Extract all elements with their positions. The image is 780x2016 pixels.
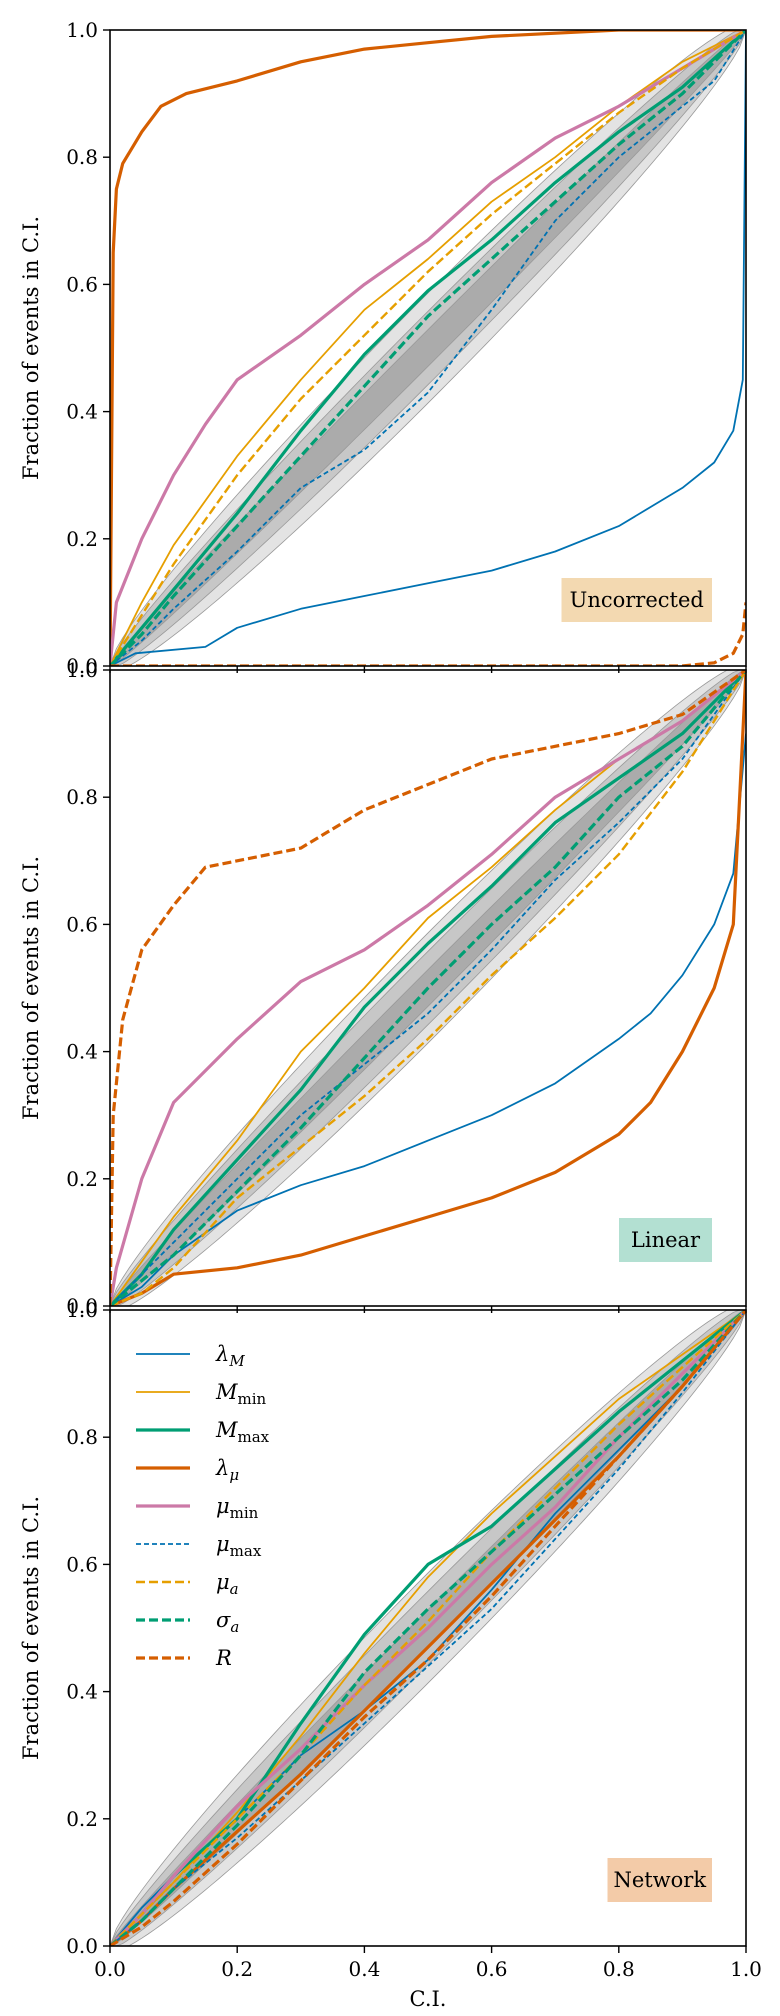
series-line xyxy=(110,1310,746,1946)
y-tick-label: 0.0 xyxy=(66,1934,98,1958)
panel-uncorrected: 0.0 0.2 0.4 0.6 0.8 1.0 Fraction of events in … xyxy=(19,18,747,678)
series-line xyxy=(110,670,746,1306)
panel-label-box xyxy=(607,1858,712,1902)
y-tick-label: 0.4 xyxy=(66,1040,98,1064)
y-tick-label: 1.0 xyxy=(66,658,98,682)
y-axis-label: Fraction of events in C.I. xyxy=(19,216,43,480)
y-tick-label: 1.0 xyxy=(66,18,98,42)
y-tick-label: 0.4 xyxy=(66,400,98,424)
y-axis-label: Fraction of events in C.I. xyxy=(19,856,43,1120)
series-line xyxy=(110,670,746,1306)
panel-label: Linear xyxy=(631,1228,701,1252)
series-line xyxy=(110,1310,746,1946)
y-tick-label: 0.8 xyxy=(66,1425,98,1449)
panel-network: 0.0 0.2 0.4 0.6 0.8 1.0 0.0 0.2 0.4 0.6 0.8 1.0 Frac… xyxy=(19,1298,762,2011)
y-tick-label: 0.0 xyxy=(66,1294,98,1318)
legend-label: Mmin xyxy=(215,1380,267,1408)
legend-label: μmax xyxy=(216,1532,262,1560)
legend-label: R xyxy=(215,1646,232,1670)
y-tick-label: 0.6 xyxy=(66,1552,98,1576)
x-axis-label: C.I. xyxy=(410,1987,447,2011)
series-line xyxy=(110,670,746,1306)
y-tick-label: 0.2 xyxy=(66,527,98,551)
legend-label: σa xyxy=(216,1608,239,1636)
series-line xyxy=(110,1310,746,1946)
confidence-band-2 xyxy=(110,30,746,666)
axes-frame xyxy=(109,1309,747,1947)
y-tick-label: 0.8 xyxy=(66,145,98,169)
confidence-band-1 xyxy=(110,30,746,666)
legend-label: μa xyxy=(216,1570,239,1598)
series-line xyxy=(110,670,746,1306)
y-tick-label: 0.2 xyxy=(66,1807,98,1831)
y-tick-label: 0.0 xyxy=(66,654,98,678)
legend-label: λμ xyxy=(215,1456,239,1484)
y-tick-label: 0.6 xyxy=(66,912,98,936)
series-line xyxy=(110,30,746,666)
series-line xyxy=(110,670,746,1306)
y-tick-label: 0.2 xyxy=(66,1167,98,1191)
legend-label: μmin xyxy=(216,1494,259,1522)
confidence-band-3 xyxy=(110,30,746,666)
y-tick-label: 0.6 xyxy=(66,272,98,296)
panel-label: Uncorrected xyxy=(570,588,704,612)
series-line xyxy=(110,30,746,666)
x-tick-label: 0.4 xyxy=(348,1957,380,1981)
y-tick-label: 0.4 xyxy=(66,1680,98,1704)
x-tick-label: 1.0 xyxy=(730,1957,762,1981)
axes-frame xyxy=(109,669,747,1307)
series-line xyxy=(110,30,746,666)
y-axis-label: Fraction of events in C.I. xyxy=(19,1496,43,1760)
series-line xyxy=(110,602,746,666)
series-line xyxy=(110,1310,746,1946)
x-tick-label: 0.2 xyxy=(221,1957,253,1981)
series-line xyxy=(110,30,746,666)
axes-frame xyxy=(109,29,747,667)
series-line xyxy=(110,670,746,1306)
series-line xyxy=(110,30,746,666)
panel-label-box xyxy=(561,578,712,622)
series-line xyxy=(110,30,746,666)
x-tick-label: 0.6 xyxy=(476,1957,508,1981)
series-line xyxy=(110,733,746,1306)
series-line xyxy=(110,670,746,1306)
x-tick-label: 0.8 xyxy=(603,1957,635,1981)
panel-label: Network xyxy=(613,1868,706,1892)
panel-linear: 0.0 0.2 0.4 0.6 0.8 1.0 Fraction of events in … xyxy=(19,658,747,1318)
x-tick-label: 0.0 xyxy=(94,1957,126,1981)
y-tick-label: 1.0 xyxy=(66,1298,98,1322)
legend-label: λM xyxy=(215,1342,245,1370)
panel-label-box xyxy=(619,1218,712,1262)
legend-label: Mmax xyxy=(215,1418,270,1446)
y-tick-label: 0.8 xyxy=(66,785,98,809)
series-line xyxy=(110,30,746,666)
